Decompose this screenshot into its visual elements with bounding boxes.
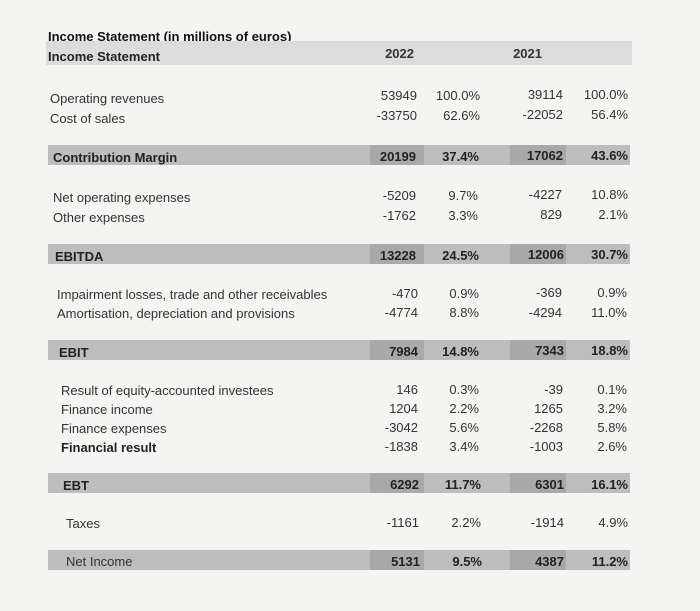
pct-2021-amortisation: 11.0% xyxy=(591,305,627,320)
pct-2022-financial-result: 3.4% xyxy=(449,439,479,454)
value-2022-contribution-margin: 20199 xyxy=(379,149,416,164)
row-label-financial-result: Financial result xyxy=(61,440,157,455)
value-2021-contribution-margin: 17062 xyxy=(526,148,563,163)
pct-2021-operating-revenues: 100.0% xyxy=(583,87,628,102)
pct-2021-finance-income: 3.2% xyxy=(597,401,627,416)
value-2021-net-operating-expenses: -4227 xyxy=(528,187,562,202)
row-label-finance-expenses: Finance expenses xyxy=(61,421,167,436)
pct-2021-net-operating-expenses: 10.8% xyxy=(591,187,628,202)
value-2021-cost-of-sales: -22052 xyxy=(522,107,563,122)
row-label-finance-income: Finance income xyxy=(61,402,153,417)
value-2022-equity-investees: 146 xyxy=(396,382,418,397)
row-label-ebit: EBIT xyxy=(59,345,89,360)
value-2021-net-income: 4387 xyxy=(535,554,564,569)
band-ebit xyxy=(48,340,630,360)
row-label-contribution-margin: Contribution Margin xyxy=(53,150,178,165)
pct-2022-finance-expenses: 5.6% xyxy=(449,420,479,435)
value-2022-net-operating-expenses: -5209 xyxy=(382,188,416,203)
value-2022-ebit: 7984 xyxy=(389,344,418,359)
value-2022-finance-income: 1204 xyxy=(389,401,418,416)
row-label-taxes: Taxes xyxy=(66,516,100,531)
value-2021-other-expenses: 829 xyxy=(540,207,562,222)
value-2022-cost-of-sales: -33750 xyxy=(376,108,417,123)
row-label-net-income: Net Income xyxy=(66,554,133,569)
row-label-impairment-losses: Impairment losses, trade and other recei… xyxy=(57,287,328,302)
pct-2021-cost-of-sales: 56.4% xyxy=(591,107,628,122)
pct-2022-impairment-losses: 0.9% xyxy=(449,286,479,301)
value-2022-amortisation: -4774 xyxy=(384,305,418,320)
band-ebitda xyxy=(48,244,630,264)
band-net-income xyxy=(48,550,630,570)
pct-2022-ebt: 11.7% xyxy=(444,477,481,492)
value-2021-amortisation: -4294 xyxy=(528,305,562,320)
year-2022-header: 2022 xyxy=(385,46,414,61)
value-2021-operating-revenues: 39114 xyxy=(527,87,563,102)
pct-2021-ebit: 18.8% xyxy=(591,343,628,358)
value-2021-equity-investees: -39 xyxy=(544,382,563,397)
pct-2022-finance-income: 2.2% xyxy=(449,401,479,416)
row-label-ebitda: EBITDA xyxy=(55,249,104,264)
year-2021-header: 2021 xyxy=(513,46,542,61)
pct-2022-net-income: 9.5% xyxy=(452,554,482,569)
pct-2021-impairment-losses: 0.9% xyxy=(597,285,627,300)
value-2022-net-income: 5131 xyxy=(391,554,420,569)
value-2022-ebt: 6292 xyxy=(390,477,419,492)
pct-2021-ebitda: 30.7% xyxy=(591,247,628,262)
value-2021-impairment-losses: -369 xyxy=(535,285,562,300)
row-label-cost-of-sales: Cost of sales xyxy=(50,111,126,126)
value-2022-impairment-losses: -470 xyxy=(391,286,418,301)
value-2021-finance-income: 1265 xyxy=(534,401,563,416)
value-2022-finance-expenses: -3042 xyxy=(384,420,418,435)
band-contribution-margin xyxy=(48,145,630,165)
pct-2021-other-expenses: 2.1% xyxy=(598,207,628,222)
row-label-equity-investees: Result of equity-accounted investees xyxy=(61,383,274,398)
pct-2022-taxes: 2.2% xyxy=(451,515,481,530)
pct-2021-equity-investees: 0.1% xyxy=(597,382,627,397)
value-2021-ebt: 6301 xyxy=(535,477,564,492)
pct-2021-ebt: 16.1% xyxy=(591,477,628,492)
pct-2022-equity-investees: 0.3% xyxy=(449,382,479,397)
pct-2021-finance-expenses: 5.8% xyxy=(597,420,627,435)
row-label-ebt: EBT xyxy=(63,478,89,493)
pct-2022-amortisation: 8.8% xyxy=(449,305,479,320)
pct-2022-ebitda: 24.5% xyxy=(442,248,479,263)
value-2022-taxes: -1161 xyxy=(386,515,419,530)
row-label-amortisation: Amortisation, depreciation and provision… xyxy=(57,306,295,321)
document-title: Income Statement (in millions of euros) xyxy=(48,29,292,44)
pct-2022-cost-of-sales: 62.6% xyxy=(443,108,480,123)
pct-2022-operating-revenues: 100.0% xyxy=(435,88,480,103)
row-label-operating-revenues: Operating revenues xyxy=(50,91,165,106)
row-label-net-operating-expenses: Net operating expenses xyxy=(53,190,191,205)
band-ebt xyxy=(48,473,630,493)
value-2021-financial-result: -1003 xyxy=(529,439,563,454)
pct-2021-net-income: 11.2% xyxy=(591,554,628,569)
header-band xyxy=(46,41,632,65)
value-2021-ebit: 7343 xyxy=(535,343,564,358)
row-label-other-expenses: Other expenses xyxy=(53,210,145,225)
value-2021-ebitda: 12006 xyxy=(527,247,564,262)
pct-2021-contribution-margin: 43.6% xyxy=(591,148,628,163)
header-label: Income Statement xyxy=(48,49,160,64)
value-2021-taxes: -1914 xyxy=(530,515,564,530)
value-2021-finance-expenses: -2268 xyxy=(529,420,563,435)
pct-2022-net-operating-expenses: 9.7% xyxy=(448,188,478,203)
pct-2022-other-expenses: 3.3% xyxy=(448,208,478,223)
value-2022-other-expenses: -1762 xyxy=(382,208,416,223)
pct-2021-financial-result: 2.6% xyxy=(597,439,627,454)
pct-2021-taxes: 4.9% xyxy=(598,515,628,530)
pct-2022-contribution-margin: 37.4% xyxy=(442,149,479,164)
value-2022-ebitda: 13228 xyxy=(379,248,416,263)
value-2022-operating-revenues: 53949 xyxy=(380,88,417,103)
pct-2022-ebit: 14.8% xyxy=(442,344,479,359)
value-2022-financial-result: -1838 xyxy=(384,439,418,454)
